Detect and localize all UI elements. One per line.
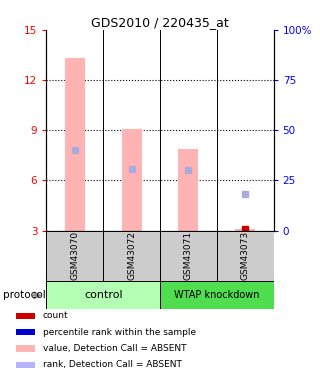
Bar <box>16 329 35 335</box>
Bar <box>160 231 217 281</box>
Text: WTAP knockdown: WTAP knockdown <box>174 290 260 300</box>
Text: control: control <box>84 290 123 300</box>
Text: value, Detection Call = ABSENT: value, Detection Call = ABSENT <box>43 344 186 353</box>
Text: rank, Detection Call = ABSENT: rank, Detection Call = ABSENT <box>43 360 181 369</box>
Text: GSM43071: GSM43071 <box>184 231 193 280</box>
Bar <box>179 149 198 231</box>
Text: GSM43073: GSM43073 <box>241 231 250 280</box>
Bar <box>160 281 274 309</box>
Bar <box>217 231 274 281</box>
Text: count: count <box>43 311 68 320</box>
Text: percentile rank within the sample: percentile rank within the sample <box>43 328 196 337</box>
Title: GDS2010 / 220435_at: GDS2010 / 220435_at <box>91 16 229 29</box>
Text: GSM43070: GSM43070 <box>70 231 79 280</box>
Text: GSM43072: GSM43072 <box>127 231 136 280</box>
Bar <box>235 229 255 231</box>
Bar <box>16 345 35 352</box>
Bar <box>46 231 103 281</box>
Text: protocol: protocol <box>3 290 46 300</box>
Bar <box>65 58 85 231</box>
Bar <box>16 312 35 319</box>
Bar <box>122 129 141 231</box>
Bar <box>46 281 160 309</box>
Bar <box>16 362 35 368</box>
Bar <box>103 231 160 281</box>
